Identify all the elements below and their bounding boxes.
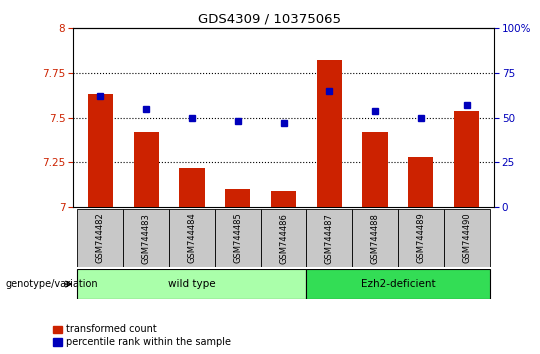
Text: GSM744485: GSM744485: [233, 213, 242, 263]
Bar: [352, 209, 398, 267]
Bar: [169, 209, 215, 267]
Text: GSM744483: GSM744483: [141, 213, 151, 263]
Bar: [261, 209, 306, 267]
Bar: [77, 269, 306, 299]
Text: GSM744489: GSM744489: [416, 213, 426, 263]
Text: GSM744490: GSM744490: [462, 213, 471, 263]
Bar: [444, 209, 490, 267]
Bar: [215, 209, 261, 267]
Text: GSM744488: GSM744488: [370, 213, 380, 263]
Bar: [133, 132, 159, 207]
Text: GSM744487: GSM744487: [325, 213, 334, 263]
Bar: [225, 189, 251, 207]
Bar: [77, 209, 123, 267]
Text: Ezh2-deficient: Ezh2-deficient: [361, 279, 435, 289]
Bar: [454, 110, 479, 207]
Bar: [398, 209, 444, 267]
Bar: [316, 61, 342, 207]
Bar: [408, 157, 434, 207]
Text: GDS4309 / 10375065: GDS4309 / 10375065: [199, 12, 341, 25]
Bar: [306, 209, 352, 267]
Bar: [306, 269, 490, 299]
Text: GSM744482: GSM744482: [96, 213, 105, 263]
Bar: [179, 168, 205, 207]
Legend: transformed count, percentile rank within the sample: transformed count, percentile rank withi…: [53, 325, 231, 347]
Text: wild type: wild type: [168, 279, 216, 289]
Text: GSM744484: GSM744484: [187, 213, 197, 263]
Bar: [271, 191, 296, 207]
Bar: [123, 209, 169, 267]
Text: GSM744486: GSM744486: [279, 213, 288, 263]
Text: genotype/variation: genotype/variation: [5, 279, 98, 289]
Bar: [362, 132, 388, 207]
Bar: [88, 95, 113, 207]
